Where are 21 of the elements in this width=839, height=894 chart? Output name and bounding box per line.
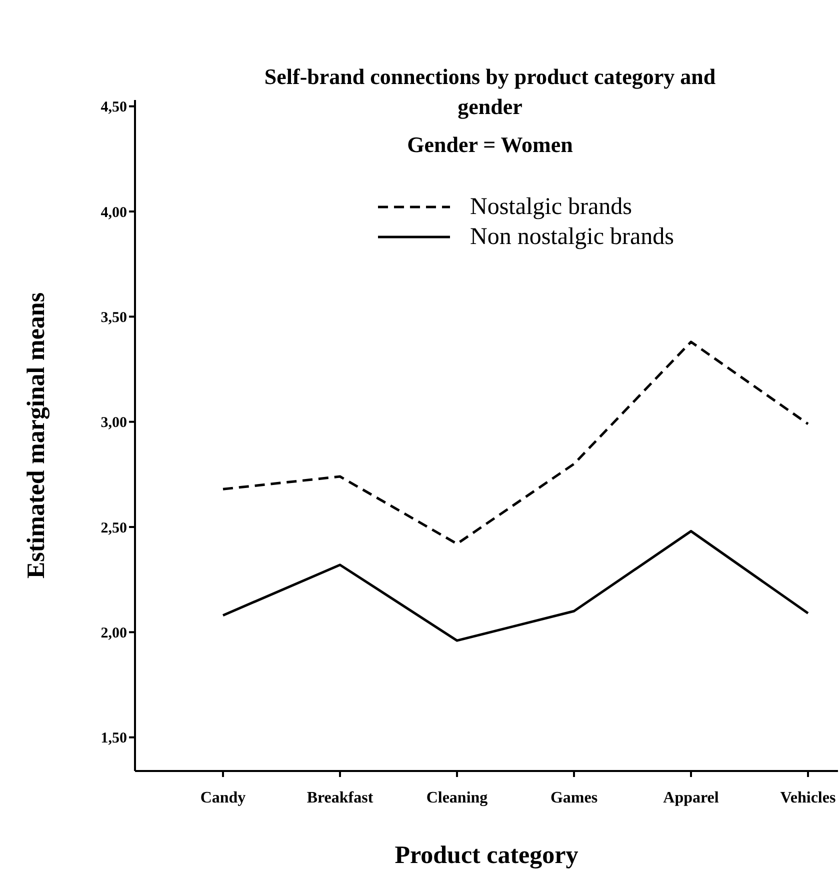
x-tick-label: Apparel	[663, 789, 720, 806]
line-series	[222, 530, 810, 642]
y-tick-label: 3,50	[100, 310, 127, 326]
y-tick-label: 4,00	[100, 204, 127, 221]
y-tick-label: 2,00	[100, 625, 127, 642]
x-tick-label: Cleaning	[426, 789, 488, 806]
legend-label: Nostalgic brands	[470, 193, 632, 222]
x-tick-label: Games	[550, 789, 598, 806]
x-tick-label: Breakfast	[306, 789, 374, 806]
y-axis-title: Estimated marginal means	[22, 292, 50, 579]
chart-title: Self-brand connections by product category and gender	[263, 63, 717, 121]
x-axis-title: Product category	[394, 842, 579, 869]
line-series	[222, 340, 810, 546]
legend-label: Non nostalgic brands	[470, 223, 674, 252]
text: Gender = Women	[406, 132, 574, 158]
x-tick-label: Vehicles	[780, 789, 836, 806]
x-tick-label: Candy	[200, 789, 246, 806]
y-tick-label: 1,50	[100, 730, 127, 747]
y-tick-label: 2,50	[100, 520, 127, 536]
y-tick-label: 4,50	[100, 100, 127, 116]
y-tick-label: 3,00	[100, 415, 127, 432]
